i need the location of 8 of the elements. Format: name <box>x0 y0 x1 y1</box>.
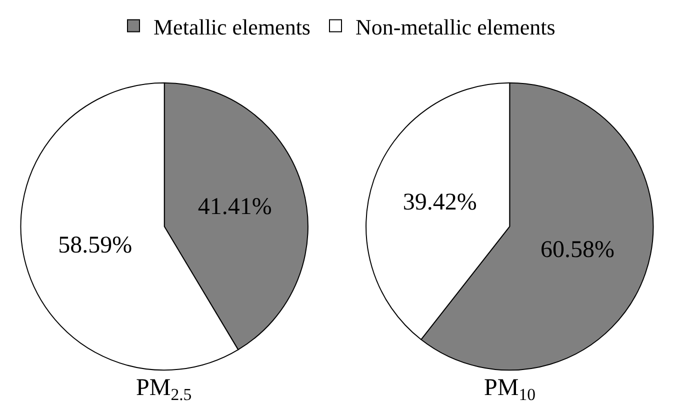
legend-label: Metallic elements <box>154 14 310 40</box>
text: PM$_{10}$ <box>484 375 536 404</box>
data-label: 41.41% <box>198 194 272 220</box>
data-label: 58.59% <box>58 232 132 259</box>
data-label: 60.58% <box>540 236 615 263</box>
data-label: 39.42% <box>402 189 477 216</box>
legend-label: Non-metallic elements <box>356 14 556 40</box>
text: PM$_{2.5}$ <box>136 375 192 404</box>
